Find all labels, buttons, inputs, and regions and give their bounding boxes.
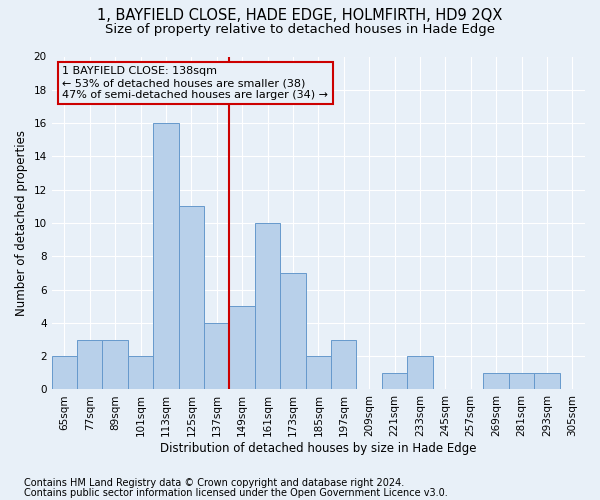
Text: Contains HM Land Registry data © Crown copyright and database right 2024.: Contains HM Land Registry data © Crown c…	[24, 478, 404, 488]
Bar	[77, 340, 103, 390]
Text: Size of property relative to detached houses in Hade Edge: Size of property relative to detached ho…	[105, 22, 495, 36]
Bar	[280, 273, 305, 390]
Bar	[255, 223, 280, 390]
Bar	[484, 373, 509, 390]
Text: 1 BAYFIELD CLOSE: 138sqm
← 53% of detached houses are smaller (38)
47% of semi-d: 1 BAYFIELD CLOSE: 138sqm ← 53% of detach…	[62, 66, 328, 100]
X-axis label: Distribution of detached houses by size in Hade Edge: Distribution of detached houses by size …	[160, 442, 476, 455]
Bar	[179, 206, 204, 390]
Bar	[509, 373, 534, 390]
Bar	[382, 373, 407, 390]
Bar	[103, 340, 128, 390]
Text: 1, BAYFIELD CLOSE, HADE EDGE, HOLMFIRTH, HD9 2QX: 1, BAYFIELD CLOSE, HADE EDGE, HOLMFIRTH,…	[97, 8, 503, 22]
Bar	[534, 373, 560, 390]
Y-axis label: Number of detached properties: Number of detached properties	[15, 130, 28, 316]
Bar	[204, 323, 229, 390]
Bar	[153, 123, 179, 390]
Bar	[128, 356, 153, 390]
Bar	[229, 306, 255, 390]
Text: Contains public sector information licensed under the Open Government Licence v3: Contains public sector information licen…	[24, 488, 448, 498]
Bar	[331, 340, 356, 390]
Bar	[52, 356, 77, 390]
Bar	[407, 356, 433, 390]
Bar	[305, 356, 331, 390]
